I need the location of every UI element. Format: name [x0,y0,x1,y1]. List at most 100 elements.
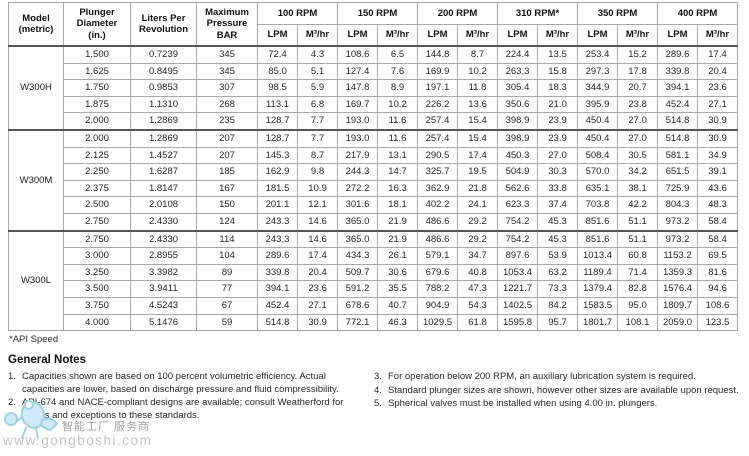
lpm-value-cell: 305.4 [497,79,538,97]
diameter-cell: 2.500 [63,196,131,214]
m3hr-value-cell: 26.1 [377,247,418,265]
lpm-value-cell: 2059.0 [657,313,698,332]
m3hr-value-cell: 23.9 [537,128,578,148]
lpm-value-cell: 1379.4 [577,280,618,298]
lpm-value-cell: 201.1 [257,196,298,214]
m3hr-header: M³/hr [697,24,738,47]
m3hr-value-cell: 8.7 [457,44,498,64]
lpm-value-cell: 851.6 [577,229,618,249]
m3hr-value-cell: 34.9 [697,146,738,165]
lpm-value-cell: 562.6 [497,179,538,198]
lpm-value-cell: 1053.4 [497,263,538,282]
lpm-value-cell: 350.6 [497,95,538,114]
lpm-value-cell: 570.0 [577,163,618,181]
lpm-value-cell: 197.1 [417,79,458,97]
m3hr-value-cell: 61.8 [457,313,498,332]
lpm-value-cell: 169.7 [337,95,378,114]
m3hr-value-cell: 5.1 [297,62,338,81]
lpm-value-cell: 434.3 [337,247,378,265]
m3hr-value-cell: 45.3 [537,229,578,249]
lpm-value-cell: 253.4 [577,44,618,64]
lpm-value-cell: 1221.7 [497,280,538,298]
note-number: 2. [8,397,16,408]
m3hr-value-cell: 10.2 [377,95,418,114]
lpm-header: LPM [257,24,298,47]
m3hr-value-cell: 24.1 [457,196,498,214]
m3hr-value-cell: 9.8 [297,163,338,181]
diameter-cell: 2.250 [63,163,131,181]
lpm-value-cell: 486.6 [417,212,458,232]
lpm-value-cell: 289.6 [657,44,698,64]
liters-cell: 1.8147 [130,179,197,198]
diameter-cell: 2.375 [63,179,131,198]
table-row: 2.500 2.0108 150 201.1 12.1 301.6 18.1 402.2 24.… [9,196,738,214]
lpm-value-cell: 98.5 [257,79,298,97]
table-row: 3.000 2.8955 104 289.6 17.4 434.3 26.1 579.1 34.… [9,247,738,265]
m3hr-value-cell: 23.6 [697,79,738,97]
m3hr-value-cell: 73.3 [537,280,578,298]
m3hr-value-cell: 29.2 [457,212,498,232]
liters-cell: 1.1310 [130,95,197,114]
pressure-cell: 104 [196,247,258,265]
table-row: 2.250 1.6287 185 162.9 9.8 244.3 14.7 325.7 19.5… [9,163,738,181]
lpm-value-cell: 678.6 [337,296,378,315]
lpm-value-cell: 244.3 [337,163,378,181]
m3hr-value-cell: 30.6 [377,263,418,282]
m3hr-value-cell: 39.1 [697,163,738,181]
m3hr-value-cell: 21.9 [377,212,418,232]
m3hr-value-cell: 35.5 [377,280,418,298]
lpm-value-cell: 1402.5 [497,296,538,315]
m3hr-value-cell: 13.5 [537,44,578,64]
pump-spec-table: Model (metric) Plunger Diameter (in.) Li… [8,2,738,332]
model-cell: W300L [8,229,64,332]
m3hr-value-cell: 18.3 [537,79,578,97]
lpm-value-cell: 217.9 [337,146,378,165]
lpm-value-cell: 450.4 [577,112,618,131]
pressure-cell: 77 [196,280,258,298]
m3hr-value-cell: 58.4 [697,229,738,249]
m3hr-value-cell: 17.4 [457,146,498,165]
lpm-value-cell: 973.2 [657,229,698,249]
rpm-group-header: 100 RPM [257,2,338,25]
lpm-value-cell: 257.4 [417,128,458,148]
lpm-value-cell: 365.0 [337,229,378,249]
liters-cell: 0.7239 [130,44,197,64]
liters-cell: 2.4330 [130,229,197,249]
table-body: W300H 1.500 0.7239 345 72.4 4.3 108.6 6.5 144.8 8… [8,44,738,332]
liters-cell: 3.3982 [130,263,197,282]
lpm-value-cell: 486.6 [417,229,458,249]
pressure-cell: 207 [196,146,258,165]
m3hr-value-cell: 23.6 [297,280,338,298]
table-row: 4.000 5.1476 59 514.8 30.9 772.1 46.3 1029.5 61.… [9,313,738,332]
lpm-value-cell: 623.3 [497,196,538,214]
m3hr-header: M³/hr [297,24,338,47]
pressure-cell: 307 [196,79,258,97]
m3hr-value-cell: 58.4 [697,212,738,232]
lpm-value-cell: 243.3 [257,229,298,249]
pressure-cell: 67 [196,296,258,315]
m3hr-value-cell: 27.0 [617,128,658,148]
model-cell: W300M [8,128,64,232]
m3hr-value-cell: 27.0 [617,112,658,131]
liters-cell: 2.0108 [130,196,197,214]
m3hr-value-cell: 18.1 [377,196,418,214]
lpm-value-cell: 897.6 [497,247,538,265]
liters-cell: 0.9853 [130,79,197,97]
m3hr-value-cell: 16.3 [377,179,418,198]
m3hr-value-cell: 5.9 [297,79,338,97]
m3hr-value-cell: 30.9 [697,128,738,148]
rpm-group-header: 200 RPM [417,2,498,25]
m3hr-value-cell: 123.5 [697,313,738,332]
rpm-group-header: 310 RPM* [497,2,578,25]
pressure-cell: 235 [196,112,258,131]
watermark-url-text: www.gongboshi.com [3,433,153,448]
m3hr-value-cell: 30.3 [537,163,578,181]
m3hr-value-cell: 21.8 [457,179,498,198]
m3hr-value-cell: 11.8 [457,79,498,97]
m3hr-value-cell: 95.0 [617,296,658,315]
lpm-value-cell: 1576.4 [657,280,698,298]
lpm-value-cell: 788.2 [417,280,458,298]
table-row: 2.125 1.4527 207 145.3 8.7 217.9 13.1 290.5 17.4… [9,146,738,165]
lpm-value-cell: 344.9 [577,79,618,97]
m3hr-value-cell: 63.2 [537,263,578,282]
